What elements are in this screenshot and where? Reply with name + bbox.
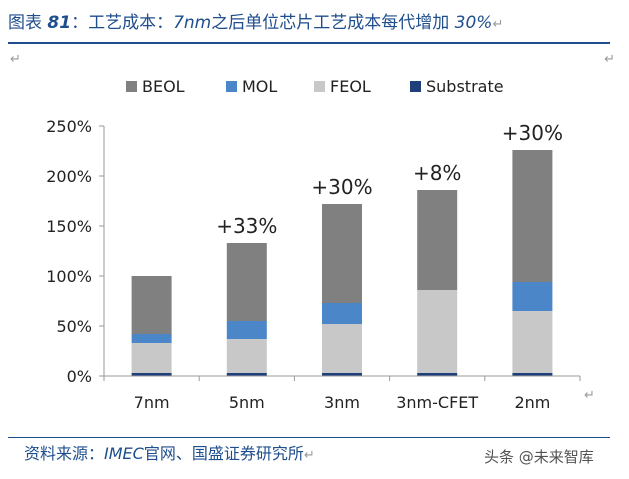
chart-bars <box>131 150 553 376</box>
source-rule <box>8 437 610 438</box>
title-number: 81 <box>47 13 72 33</box>
title-text-a: 工艺成本： <box>88 13 174 33</box>
bar-7nm-beol <box>131 276 172 334</box>
x-tick-label: 2nm <box>514 393 550 412</box>
y-axis: 0% 50% 100% 150% 200% 250% <box>46 117 105 386</box>
return-mark-icon: ↵ <box>10 52 21 67</box>
y-tick-label: 200% <box>46 167 92 186</box>
growth-label: +8% <box>413 161 462 185</box>
legend-label-substrate: Substrate <box>426 77 504 96</box>
source-line: 资料来源：IMEC官网、国盛证券研究所↵ <box>24 440 315 464</box>
bar-5nm-mol <box>226 321 267 339</box>
growth-label: +30% <box>502 121 563 145</box>
bar-3nm-feol <box>322 324 362 373</box>
bar-3nm-substrate <box>322 373 362 376</box>
chart-legend: BEOL MOL FEOL Substrate <box>126 77 504 96</box>
legend-label-mol: MOL <box>242 77 277 96</box>
bar-3nm-beol <box>322 204 362 303</box>
watermark: 头条 @未来智库 <box>484 448 594 466</box>
title-pct: 30% <box>454 13 493 33</box>
growth-label: +33% <box>216 214 277 238</box>
bar-5nm-feol <box>226 339 267 373</box>
legend-swatch-feol <box>314 81 325 92</box>
y-tick-label: 100% <box>46 267 92 286</box>
legend-label-beol: BEOL <box>142 77 185 96</box>
title-prefix: 图表 <box>8 13 42 33</box>
return-mark-icon: ↵ <box>303 448 315 463</box>
return-mark-icon: ↵ <box>492 17 504 32</box>
bar-3nm-mol <box>322 303 362 324</box>
x-tick-label: 3nm-CFET <box>396 393 478 412</box>
y-tick-label: 150% <box>46 217 92 236</box>
title-text-b: 之后单位芯片工艺成本每代增加 <box>211 13 450 33</box>
return-mark-icon: ↵ <box>584 388 595 403</box>
y-tick-label: 250% <box>46 117 92 136</box>
title-node: 7nm <box>173 13 212 33</box>
x-tick-label: 5nm <box>229 393 265 412</box>
stacked-bar-chart: BEOL MOL FEOL Substrate 0% 50% 100% 150% 200% 25… <box>46 77 581 412</box>
bar-3nm-cfet-feol <box>417 290 458 373</box>
legend-swatch-mol <box>226 81 237 92</box>
x-axis: 7nm 5nm 3nm 3nm-CFET 2nm <box>103 375 581 412</box>
chart-annotations: +33% +30% +8% +30% <box>216 121 563 238</box>
bar-2nm-beol <box>512 150 553 282</box>
bar-7nm-feol <box>131 343 172 373</box>
bar-5nm-substrate <box>226 373 267 376</box>
y-tick-label: 0% <box>67 367 92 386</box>
bar-5nm-beol <box>226 243 267 321</box>
growth-label: +30% <box>311 175 372 199</box>
bar-7nm-substrate <box>131 373 172 376</box>
bar-2nm-substrate <box>512 373 553 376</box>
legend-swatch-substrate <box>410 81 421 92</box>
figure-title: 图表 81：工艺成本：7nm之后单位芯片工艺成本每代增加 30%↵ <box>8 8 503 33</box>
title-rule <box>8 42 610 44</box>
bar-2nm-feol <box>512 311 553 373</box>
legend-label-feol: FEOL <box>330 77 371 96</box>
bar-7nm-mol <box>131 334 172 343</box>
source-org: IMEC <box>104 444 144 463</box>
title-colon: ： <box>71 13 89 33</box>
return-mark-icon: ↵ <box>604 52 615 67</box>
source-label: 资料来源： <box>24 444 105 463</box>
y-tick-label: 50% <box>56 317 92 336</box>
x-tick-label: 3nm <box>324 393 360 412</box>
bar-2nm-mol <box>512 282 553 311</box>
legend-swatch-beol <box>126 81 137 92</box>
bar-3nm-cfet-beol <box>417 190 458 290</box>
source-rest: 官网、国盛证券研究所 <box>143 444 304 463</box>
x-tick-label: 7nm <box>134 393 170 412</box>
bar-3nm-cfet-substrate <box>417 373 458 376</box>
